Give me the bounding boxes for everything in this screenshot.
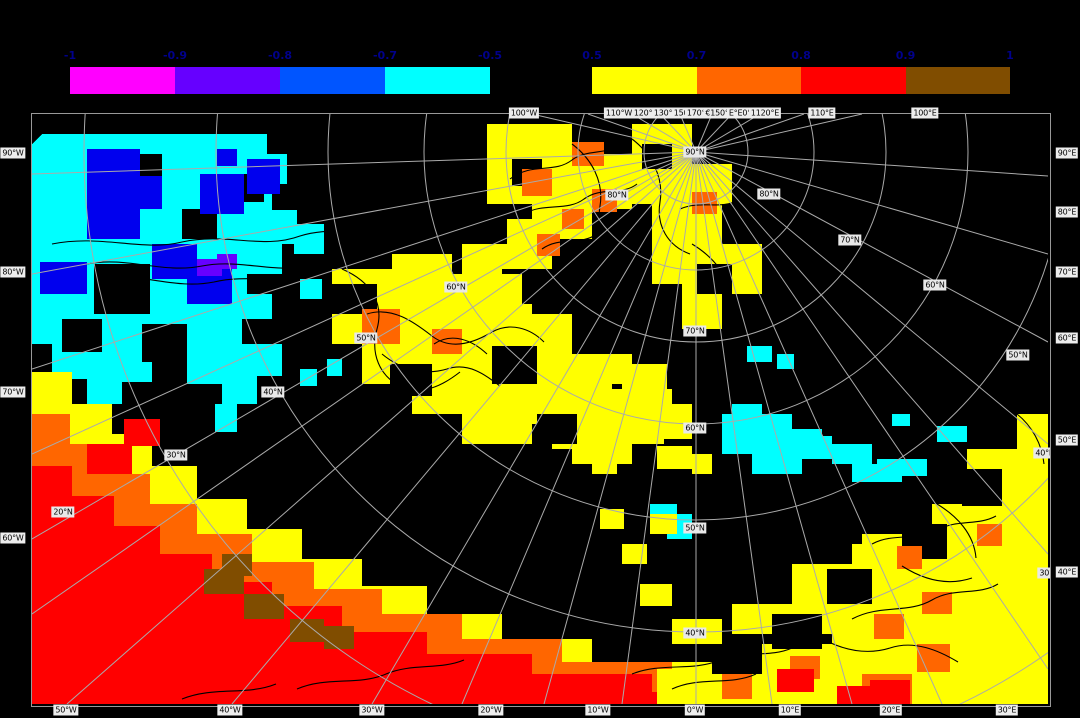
colorbar-tick-1-4: 1 [1006,49,1014,62]
positive-correlation-colorbar[interactable] [592,67,1010,94]
blob-europe-holes [332,144,732,444]
colorbar-swatch-0.7-to-0.8 [696,67,801,94]
graticule-label-bottom-5: 0°W [684,704,706,716]
graticule-meridians [32,114,1048,704]
graticule-label-right-4: 50°E [1055,434,1079,446]
graticule-label-interior-9: 50°N [354,332,378,344]
graticule-label-top-3: 130°W [651,107,683,119]
colorbar-swatch--1-to--0.9 [70,67,175,94]
graticule-label-left-3: 60°W [0,532,26,544]
colorbar-tick-0-4: -0.5 [477,49,503,62]
graticule-label-top-9: 110°E [808,107,836,119]
colorbar-swatch-0.5-to-0.7 [592,67,697,94]
graticule-label-bottom-1: 40°W [217,704,243,716]
colorbar-tick-1-2: 0.8 [791,49,811,62]
graticule-label-top-4: 150° [671,107,695,119]
colorbar-tick-0-1: -0.9 [162,49,188,62]
colorbar-swatch--0.7-to--0.5 [385,67,490,94]
graticule-label-interior-12: 40°N [261,386,285,398]
graticule-label-left-2: 70°W [0,386,26,398]
blob-atlantic-red [32,419,752,704]
colorbar-tick-0-2: -0.8 [267,49,293,62]
graticule-label-bottom-3: 20°W [478,704,504,716]
graticule-label-interior-6: 60°N [444,281,468,293]
coastlines [51,138,1045,700]
graticule-label-interior-4: 70°N [683,325,707,337]
graticule-label-left-0: 90°W [0,147,26,159]
polar-stereographic-map[interactable]: 90°N 80°N 80°N 70°N 70°N 60°N 60°N 60°N 50°N 50°N… [31,113,1051,707]
graticule-label-top-5: 170°W [684,107,716,119]
colorbar-swatch-0.8-to-0.9 [801,67,906,94]
graticule-label-right-5: 40°E [1055,566,1079,578]
graticule-label-interior-0: 90°N [683,146,707,158]
graticule-label-interior-15: 30°N [164,449,188,461]
graticule-label-right-0: 90°E [1055,147,1079,159]
graticule-label-interior-2: 80°N [605,189,629,201]
colorbar-tick-0-3: -0.7 [372,49,398,62]
blob-asia-red [777,669,910,704]
graticule-label-right-1: 80°E [1055,206,1079,218]
graticule-label-bottom-7: 20°E [879,704,903,716]
graticule-label-interior-7: 60°N [683,422,707,434]
graticule-label-top-8: 1120°E [748,107,782,119]
graticule-label-top-1: 110°W [603,107,635,119]
graticule-label-right-3: 60°E [1055,332,1079,344]
graticule-label-top-2: 120°W [631,107,663,119]
graticule-label-interior-16: 20°N [51,506,75,518]
blob-namerica-violet [197,254,237,276]
graticule-label-interior-10: 50°N [683,522,707,534]
graticule-label-interior-11: 40°N [1033,447,1050,459]
colorbar-tick-1-0: 0.5 [582,49,602,62]
graticule-label-right-2: 70°E [1055,266,1079,278]
colorbar-tick-0-0: -1 [63,49,77,62]
graticule-label-bottom-4: 10°W [585,704,611,716]
graticule-label-bottom-0: 50°W [53,704,79,716]
graticule-label-top-7: E°E0° [726,107,754,119]
colorbar-tick-1-1: 0.7 [686,49,707,62]
graticule-label-bottom-6: 10°E [778,704,802,716]
blob-europe-yellow [332,124,762,464]
graticule-label-top-0: 100°W [508,107,540,119]
graticule-label-bottom-8: 30°E [995,704,1019,716]
map-canvas [32,114,1048,704]
colorbar-tick-1-3: 0.9 [895,49,916,62]
graticule-label-interior-5: 60°N [923,279,947,291]
colorbar-swatch--0.8-to--0.7 [280,67,385,94]
graticule-label-bottom-2: 30°W [359,704,385,716]
graticule-label-interior-3: 70°N [838,234,862,246]
colorbar-swatch-0.9-to-1 [905,67,1010,94]
graticule-label-interior-1: 80°N [757,188,781,200]
graticule-label-interior-8: 50°N [1006,349,1030,361]
graticule-label-left-1: 80°W [0,266,26,278]
graticule-label-interior-14: 30°N [1037,567,1050,579]
negative-correlation-colorbar[interactable] [70,67,490,94]
colorbar-swatch--0.9-to--0.8 [175,67,280,94]
graticule-label-top-10: 100°E [911,107,939,119]
graticule-label-interior-13: 40°N [683,627,707,639]
graticule-label-top-6: €150° [703,107,731,119]
